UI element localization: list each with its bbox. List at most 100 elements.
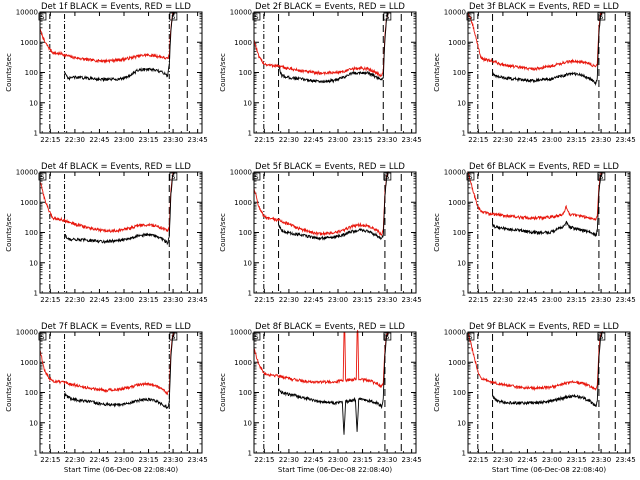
lld-series-line <box>39 332 175 396</box>
panel-title: Det 3f BLACK = Events, RED = LLD <box>469 2 619 12</box>
y-axis-label: Counts/sec <box>433 53 441 92</box>
panel-title: Det 7f BLACK = Events, RED = LLD <box>41 322 191 332</box>
plot-frame <box>253 171 417 294</box>
y-tick-label: 10 <box>29 259 38 267</box>
x-axis-label: Start Time (06-Dec-08 22:08:40) <box>278 466 392 474</box>
x-tick-label: 22:45 <box>303 456 323 464</box>
events-series-line <box>492 172 603 237</box>
x-axis-ticks: 22:15 22:30 22:45 23:00 23:15 23:30 23:45 <box>40 172 208 304</box>
y-tick-label: 10 <box>243 99 252 107</box>
x-tick-label: 22:30 <box>279 136 299 144</box>
y-tick-label: 10000 <box>16 9 38 17</box>
saa-marker-label: S <box>40 13 44 21</box>
y-tick-label: 1 <box>462 290 466 298</box>
x-tick-label: 22:15 <box>254 136 274 144</box>
x-tick-label: 22:15 <box>40 136 60 144</box>
detector-panel-8: Det 8f BLACK = Events, RED = LLD Counts/s… <box>219 322 422 474</box>
y-tick-label: 10000 <box>444 329 466 337</box>
y-tick-label: 10000 <box>230 9 252 17</box>
x-axis-ticks: 22:15 22:30 22:45 23:00 23:15 23:30 23:45 <box>468 172 636 304</box>
detector-panel-4: Det 4f BLACK = Events, RED = LLD Counts/s… <box>5 162 208 304</box>
x-tick-label: 23:15 <box>138 136 158 144</box>
y-tick-label: 1 <box>34 130 38 138</box>
x-tick-label: 22:15 <box>468 136 488 144</box>
saa-marker: S <box>597 172 606 181</box>
x-tick-label: 23:45 <box>616 456 636 464</box>
saa-marker: S <box>597 332 606 341</box>
x-tick-label: 23:15 <box>566 136 586 144</box>
x-tick-label: 23:00 <box>114 136 134 144</box>
x-tick-label: 23:30 <box>591 456 611 464</box>
panel-title: Det 1f BLACK = Events, RED = LLD <box>41 2 191 12</box>
x-tick-label: 23:15 <box>566 296 586 304</box>
saa-marker: S <box>383 12 392 21</box>
saa-marker-label: S <box>254 173 258 181</box>
y-axis-ticks: 1 10 100 1000 10000 <box>230 329 416 458</box>
x-tick-label: 22:30 <box>279 456 299 464</box>
panel-title: Det 8f BLACK = Events, RED = LLD <box>255 322 405 332</box>
saa-marker-label: S <box>468 333 472 341</box>
y-tick-label: 1 <box>248 450 252 458</box>
x-axis-label: Start Time (06-Dec-08 22:08:40) <box>64 466 178 474</box>
saa-marker-label: S <box>254 13 258 21</box>
y-axis-label: Counts/sec <box>5 373 13 412</box>
events-series-line <box>492 332 603 408</box>
saa-marker: S <box>383 332 392 341</box>
y-tick-label: 1000 <box>234 199 252 207</box>
y-tick-label: 100 <box>239 229 252 237</box>
x-tick-label: 22:45 <box>517 456 537 464</box>
lld-series-line <box>39 171 175 234</box>
y-tick-label: 1000 <box>448 39 466 47</box>
y-tick-label: 100 <box>453 389 466 397</box>
events-series-line <box>64 11 175 82</box>
x-tick-label: 23:45 <box>616 136 636 144</box>
x-tick-label: 23:15 <box>352 456 372 464</box>
x-tick-label: 22:15 <box>254 296 274 304</box>
x-tick-label: 23:00 <box>114 456 134 464</box>
lld-series-line <box>39 11 175 64</box>
saa-marker: S <box>466 12 475 21</box>
saa-marker-label: S <box>468 13 472 21</box>
saa-marker: S <box>252 172 261 181</box>
plot-frame <box>39 171 203 294</box>
saa-marker: S <box>169 332 178 341</box>
y-axis-label: Counts/sec <box>433 373 441 412</box>
lld-series-line <box>467 11 603 72</box>
plot-frame <box>39 11 203 134</box>
y-tick-label: 10000 <box>230 169 252 177</box>
x-tick-label: 22:30 <box>493 456 513 464</box>
x-tick-label: 23:00 <box>542 456 562 464</box>
x-tick-label: 23:45 <box>188 456 208 464</box>
y-axis-ticks: 1 10 100 1000 10000 <box>230 169 416 298</box>
panel-title: Det 6f BLACK = Events, RED = LLD <box>469 162 619 172</box>
x-tick-label: 23:45 <box>616 296 636 304</box>
y-tick-label: 100 <box>239 389 252 397</box>
x-tick-label: 23:30 <box>591 296 611 304</box>
x-tick-label: 23:45 <box>402 456 422 464</box>
y-tick-label: 1000 <box>234 39 252 47</box>
saa-marker-label: S <box>171 13 175 21</box>
lld-series-line <box>253 171 389 237</box>
saa-marker-label: S <box>171 173 175 181</box>
y-tick-label: 100 <box>453 229 466 237</box>
saa-marker-label: S <box>385 173 389 181</box>
y-axis-label: Counts/sec <box>219 213 227 252</box>
y-tick-label: 1 <box>462 450 466 458</box>
x-tick-label: 22:45 <box>303 296 323 304</box>
y-tick-label: 10 <box>29 99 38 107</box>
x-tick-label: 22:45 <box>303 136 323 144</box>
plot-frame <box>253 11 417 134</box>
lld-series-line <box>467 330 603 392</box>
x-tick-label: 23:00 <box>328 456 348 464</box>
detector-panel-5: Det 5f BLACK = Events, RED = LLD Counts/s… <box>219 162 422 304</box>
y-axis-label: Counts/sec <box>433 213 441 252</box>
saa-marker-label: S <box>599 333 603 341</box>
panel-title: Det 2f BLACK = Events, RED = LLD <box>255 2 405 12</box>
y-axis-label: Counts/sec <box>5 53 13 92</box>
y-tick-label: 1 <box>462 130 466 138</box>
detector-panel-9: Det 9f BLACK = Events, RED = LLD Counts/s… <box>433 322 636 474</box>
events-series-line <box>492 11 603 87</box>
x-axis-ticks: 22:15 22:30 22:45 23:00 23:15 23:30 23:45 <box>468 12 636 144</box>
events-series-line <box>64 332 175 409</box>
